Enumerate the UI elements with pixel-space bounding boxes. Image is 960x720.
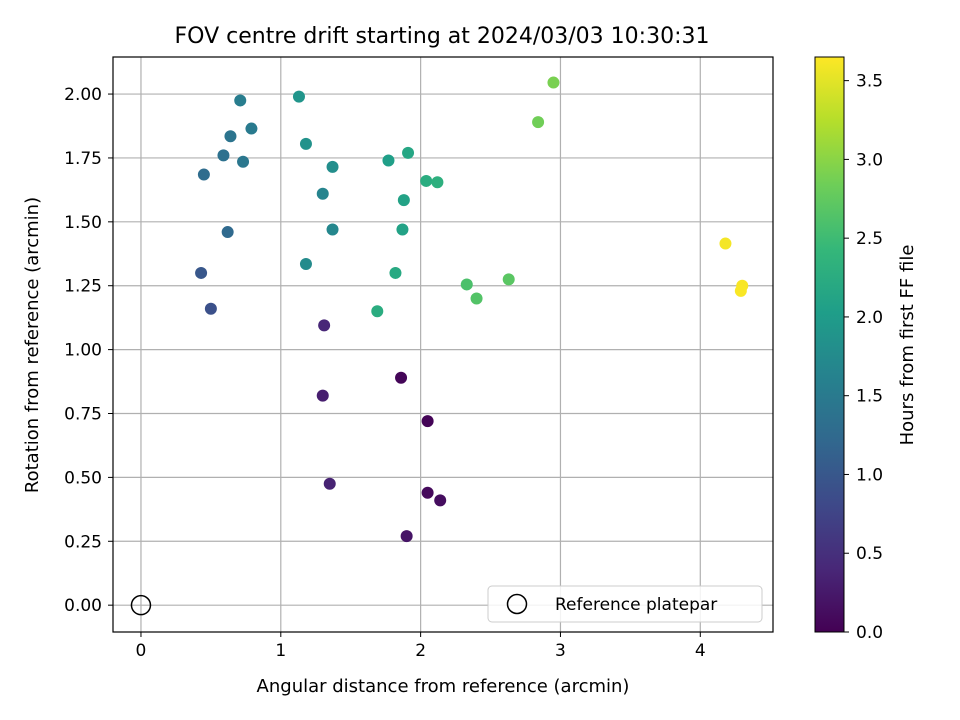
y-axis-ticks: 0.00 0.25 0.50 0.75 1.00 1.25 1.50 1.75 2.00	[64, 85, 113, 616]
colorbar-tick-label: 2.5	[856, 229, 883, 249]
data-point	[237, 155, 250, 168]
legend-marker	[506, 593, 528, 615]
colorbar-tick-label: 3.0	[856, 150, 883, 170]
colorbar-tick-label: 0.0	[856, 623, 883, 643]
colorbar-ticks: 0.0 0.5 1.0 1.5 2.0 2.5 3.0 3.5	[844, 72, 883, 643]
data-point	[395, 371, 408, 384]
reference-platepar-marker	[130, 594, 152, 616]
data-point	[204, 302, 217, 315]
data-point	[431, 176, 444, 189]
data-point	[396, 223, 409, 236]
data-point	[502, 273, 515, 286]
colorbar-gradient	[814, 56, 845, 633]
colorbar: 0.0 0.5 1.0 1.5 2.0 2.5 3.0 3.5 Hours from firs…	[814, 56, 918, 643]
y-tick-label: 1.25	[64, 277, 102, 297]
data-point	[719, 237, 732, 250]
y-tick-label: 2.00	[64, 85, 102, 105]
reference-point	[130, 594, 152, 616]
data-point	[470, 292, 483, 305]
x-tick-label: 1	[275, 641, 286, 661]
data-point	[299, 137, 312, 150]
data-point	[734, 284, 747, 297]
x-axis-label: Angular distance from reference (arcmin)	[257, 676, 630, 697]
data-point	[326, 223, 339, 236]
colorbar-tick-label: 1.5	[856, 387, 883, 407]
data-point	[316, 187, 329, 200]
data-point	[234, 94, 247, 107]
y-tick-label: 0.25	[64, 532, 102, 552]
data-point	[217, 149, 230, 162]
data-point	[318, 319, 331, 332]
data-point	[195, 266, 208, 279]
data-point	[299, 258, 312, 270]
chart-title: FOV centre drift starting at 2024/03/03 …	[175, 24, 710, 49]
data-point	[397, 194, 410, 207]
colorbar-label: Hours from first FF file	[897, 245, 918, 446]
colorbar-tick-label: 0.5	[856, 544, 883, 564]
data-point	[323, 477, 336, 490]
grid-lines	[113, 57, 773, 632]
data-point	[547, 76, 560, 89]
data-point	[420, 174, 433, 187]
y-tick-label: 0.00	[64, 596, 102, 616]
data-point	[292, 90, 305, 103]
y-tick-label: 1.00	[64, 341, 102, 361]
data-point	[421, 415, 434, 428]
data-point	[221, 226, 234, 239]
x-tick-label: 3	[555, 641, 566, 661]
data-point	[371, 305, 384, 318]
data-point	[400, 530, 413, 543]
x-tick-label: 4	[695, 641, 706, 661]
y-axis-label: Rotation from reference (arcmin)	[22, 197, 43, 493]
legend: Reference platepar	[487, 585, 763, 623]
y-tick-label: 0.75	[64, 405, 102, 425]
data-point	[434, 494, 447, 507]
data-point	[197, 168, 210, 181]
y-tick-label: 1.75	[64, 149, 102, 169]
legend-label: Reference platepar	[555, 595, 717, 615]
data-point	[245, 122, 258, 135]
data-point	[224, 130, 237, 143]
x-tick-label: 0	[136, 641, 147, 661]
plot-frame	[112, 56, 774, 633]
data-point	[316, 389, 329, 402]
data-point	[382, 154, 395, 167]
colorbar-tick-label: 3.5	[856, 72, 883, 92]
data-points	[195, 76, 749, 543]
data-point	[402, 146, 415, 159]
data-point	[532, 116, 545, 129]
colorbar-tick-label: 1.0	[856, 465, 883, 485]
legend-box	[487, 585, 763, 623]
x-tick-label: 2	[415, 641, 426, 661]
y-tick-label: 1.50	[64, 213, 102, 233]
data-point	[389, 266, 402, 279]
x-axis-ticks: 0 1 2 3 4	[136, 632, 706, 661]
colorbar-tick-label: 2.0	[856, 308, 883, 328]
data-point	[460, 278, 473, 291]
y-tick-label: 0.50	[64, 468, 102, 488]
data-point	[326, 160, 339, 173]
data-point	[421, 486, 434, 499]
